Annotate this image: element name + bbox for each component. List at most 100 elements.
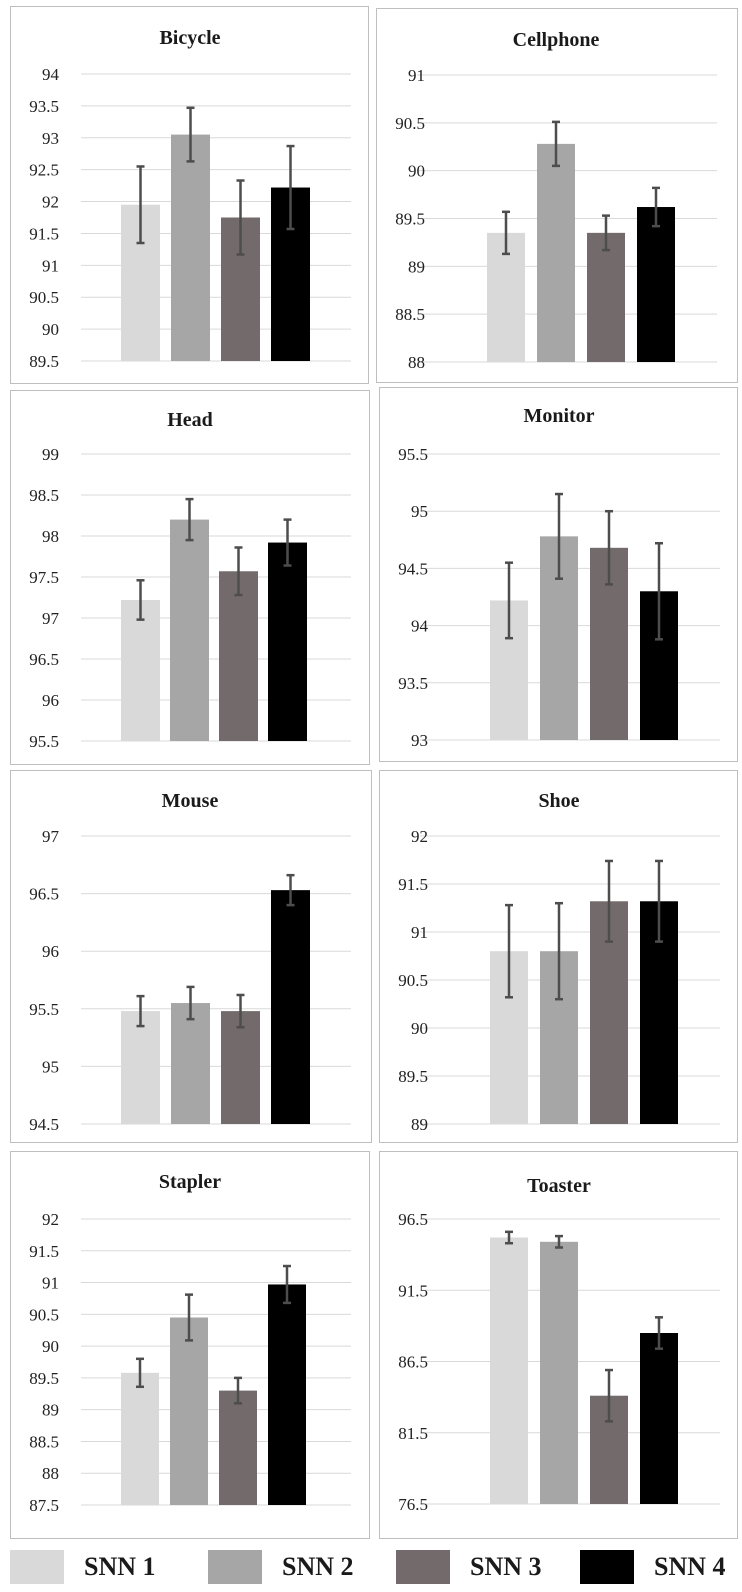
bar-snn4 [640, 1333, 678, 1504]
bicycle-chart: Bicycle 94 93.5 93 92.5 92 91.5 91 90.5 90 89.5 [11, 7, 368, 383]
head-chart: Head 99 98.5 98 97.5 97 96.5 96 95.5 [11, 391, 369, 764]
bar-snn4 [637, 207, 675, 362]
chart-title: Toaster [527, 1175, 591, 1197]
monitor-chart: Monitor 95.5 95 94.5 94 93.5 93 [380, 388, 737, 761]
chart-title: Mouse [162, 790, 219, 812]
bar-snn2 [170, 520, 209, 741]
y-tick-label: 90 [42, 1337, 59, 1356]
legend-label-snn2: SNN 2 [282, 1552, 354, 1582]
y-tick-label: 89 [411, 1115, 428, 1134]
y-tick-label: 91.5 [398, 1281, 428, 1300]
y-tick-label: 91.5 [29, 1242, 59, 1261]
y-tick-label: 90.5 [29, 1305, 59, 1324]
chart-panel-stapler: Stapler 92 91.5 91 90.5 90 89.5 89 88.5 88 87.5 [10, 1151, 370, 1539]
y-tick-label: 89.5 [29, 352, 59, 371]
y-tick-label: 87.5 [29, 1496, 59, 1515]
y-tick-label: 92 [411, 827, 428, 846]
y-tick-label: 96 [42, 691, 59, 710]
y-tick-label: 89.5 [29, 1369, 59, 1388]
bar-snn4 [268, 543, 307, 741]
y-tick-label: 86.5 [398, 1353, 428, 1372]
chart-title: Monitor [523, 405, 594, 427]
chart-panel-shoe: Shoe 92 91.5 91 90.5 90 89.5 89 [379, 770, 738, 1143]
shoe-chart: Shoe9291.59190.59089.589 [380, 771, 737, 1142]
y-tick-label: 95 [411, 502, 428, 521]
chart-title: Head [167, 409, 213, 431]
mouse-chart: Mouse 97 96.5 96 95.5 95 94.5 [11, 771, 371, 1142]
legend-item-snn1: SNN 1 [10, 1548, 156, 1586]
legend-label-snn1: SNN 1 [84, 1552, 156, 1582]
toaster-chart: Toaster 96.5 91.5 86.5 81.5 76.5 [380, 1152, 737, 1538]
legend-item-snn4: SNN 4 [580, 1548, 726, 1586]
legend-swatch-snn4 [580, 1550, 634, 1584]
y-tick-label: 90.5 [395, 114, 425, 133]
y-tick-label: 94 [42, 65, 60, 84]
legend-swatch-snn2 [208, 1550, 262, 1584]
y-tick-label: 92.5 [29, 161, 59, 180]
y-tick-label: 97 [42, 827, 60, 846]
y-tick-label: 91 [42, 1274, 59, 1293]
bar-snn1 [490, 1238, 528, 1504]
chart-title: Cellphone [513, 29, 600, 51]
bar-snn2 [171, 1003, 210, 1124]
chart-title: Shoe [538, 790, 579, 812]
chart-panel-cellphone: Cellphone 91 90.5 90 89.5 89 88.5 88 [376, 8, 738, 383]
y-tick-label: 81.5 [398, 1424, 428, 1443]
y-tick-label: 89.5 [398, 1067, 428, 1086]
y-tick-label: 98 [42, 527, 59, 546]
chart-panel-mouse: Mouse 97 96.5 96 95.5 95 94.5 [10, 770, 372, 1143]
y-tick-label: 93.5 [29, 97, 59, 116]
legend-item-snn2: SNN 2 [208, 1548, 354, 1586]
chart-panel-toaster: Toaster 96.5 91.5 86.5 81.5 76.5 [379, 1151, 738, 1539]
chart-panel-monitor: Monitor 95.5 95 94.5 94 93.5 93 [379, 387, 738, 762]
bar-snn3 [219, 1391, 257, 1505]
legend-swatch-snn1 [10, 1550, 64, 1584]
y-tick-label: 90.5 [29, 288, 59, 307]
y-tick-label: 94.5 [398, 559, 428, 578]
chart-panel-bicycle: Bicycle 94 93.5 93 92.5 92 91.5 91 90.5 90 89.5 [10, 6, 369, 384]
y-tick-label: 96.5 [29, 885, 59, 904]
y-tick-label: 76.5 [398, 1495, 428, 1514]
cellphone-chart: Cellphone 91 90.5 90 89.5 89 88.5 88 [377, 9, 737, 382]
y-tick-label: 92 [42, 1210, 59, 1229]
y-tick-label: 95.5 [29, 732, 59, 751]
y-tick-label: 95 [42, 1057, 59, 1076]
bar-snn2 [537, 144, 575, 362]
y-tick-label: 89 [42, 1401, 59, 1420]
y-tick-label: 90 [408, 162, 425, 181]
chart-panel-head: Head 99 98.5 98 97.5 97 96.5 96 95.5 [10, 390, 370, 765]
y-tick-label: 97.5 [29, 568, 59, 587]
y-tick-label: 91.5 [29, 224, 59, 243]
y-tick-label: 94 [411, 617, 429, 636]
y-tick-label: 94.5 [29, 1115, 59, 1134]
bar-snn3 [219, 571, 258, 741]
y-tick-label: 89.5 [395, 210, 425, 229]
bar-snn2 [171, 135, 210, 361]
y-tick-label: 93 [42, 129, 59, 148]
y-tick-label: 88.5 [395, 305, 425, 324]
legend-item-snn3: SNN 3 [396, 1548, 542, 1586]
y-tick-label: 88 [408, 353, 425, 372]
y-tick-label: 95.5 [29, 1000, 59, 1019]
y-tick-label: 96 [42, 942, 59, 961]
y-tick-label: 90 [42, 320, 59, 339]
stapler-chart: Stapler 92 91.5 91 90.5 90 89.5 89 88.5 88 87.5 [11, 1152, 369, 1538]
y-tick-label: 91 [411, 923, 428, 942]
y-tick-label: 97 [42, 609, 60, 628]
chart-title: Stapler [159, 1171, 221, 1193]
bar-snn1 [121, 600, 160, 741]
y-tick-label: 88.5 [29, 1432, 59, 1451]
legend: SNN 1 SNN 2 SNN 3 SNN 4 [0, 1542, 742, 1592]
legend-swatch-snn3 [396, 1550, 450, 1584]
y-tick-label: 90.5 [398, 971, 428, 990]
y-tick-label: 98.5 [29, 486, 59, 505]
bar-snn2 [540, 1242, 578, 1504]
y-tick-label: 89 [408, 257, 425, 276]
y-tick-label: 93.5 [398, 674, 428, 693]
bar-snn4 [271, 890, 310, 1124]
bar-snn4 [268, 1284, 306, 1505]
y-tick-label: 88 [42, 1464, 59, 1483]
legend-label-snn4: SNN 4 [654, 1552, 726, 1582]
y-tick-label: 93 [411, 731, 428, 750]
y-tick-label: 95.5 [398, 445, 428, 464]
